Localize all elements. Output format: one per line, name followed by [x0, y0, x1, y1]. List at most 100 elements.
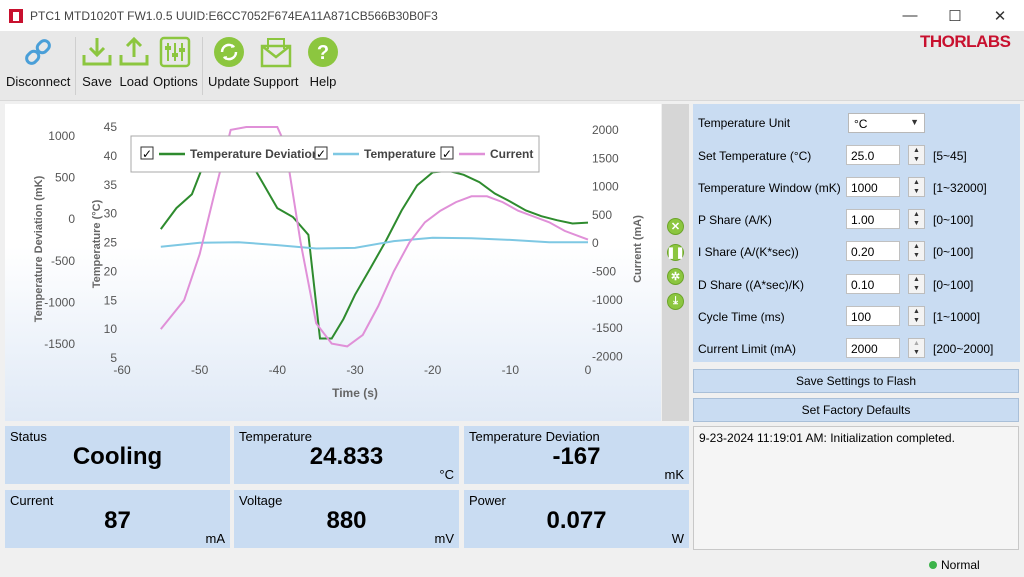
- current-tick-label: 500: [592, 208, 612, 222]
- factory-defaults-button[interactable]: Set Factory Defaults: [693, 398, 1019, 422]
- current-unit: mA: [205, 531, 226, 546]
- legend-label: Temperature Deviation: [190, 147, 319, 161]
- spin-down-icon[interactable]: ▼: [913, 252, 920, 259]
- temperature-unit-select[interactable]: °C ▼: [848, 113, 925, 133]
- spin-buttons[interactable]: ▲ ▼: [908, 145, 925, 165]
- temperature-unit-row: Temperature Unit: [698, 116, 1018, 138]
- clear-icon[interactable]: ✕: [667, 218, 684, 235]
- setting-row: Cycle Time (ms) 100 ▲ ▼ [1~1000]: [698, 306, 1018, 328]
- current-tick-label: 1000: [592, 180, 619, 194]
- x-tick-label: -50: [191, 363, 209, 377]
- gear-icon[interactable]: ✲: [667, 268, 684, 285]
- refresh-icon: [213, 37, 244, 67]
- toolbar-separator: [202, 37, 203, 95]
- spin-buttons[interactable]: ▲ ▼: [908, 338, 925, 358]
- checkmark-icon: ✓: [316, 147, 326, 161]
- spin-up-icon[interactable]: ▲: [913, 276, 920, 283]
- setting-row: Set Temperature (°C) 25.0 ▲ ▼ [5~45]: [698, 145, 1018, 167]
- setting-label: Temperature Window (mK): [698, 181, 841, 195]
- setting-label: I Share (A/(K*sec)): [698, 245, 799, 259]
- status-bar: [0, 554, 1024, 577]
- export-icon[interactable]: ⤓: [667, 293, 684, 310]
- current-series-line: [160, 126, 589, 348]
- spin-up-icon[interactable]: ▲: [913, 179, 920, 186]
- update-button[interactable]: Update: [208, 35, 250, 89]
- sliders-icon: [160, 36, 191, 68]
- spin-up-icon[interactable]: ▲: [913, 340, 920, 347]
- spin-down-icon[interactable]: ▼: [913, 156, 920, 163]
- setting-input[interactable]: 0.20: [846, 241, 900, 261]
- setting-range: [0~100]: [933, 245, 974, 259]
- legend-label: Current: [490, 147, 533, 161]
- toolbar: Disconnect Save Load Options U: [0, 31, 1024, 101]
- voltage-label: Voltage: [239, 493, 283, 508]
- log-panel[interactable]: 9-23-2024 11:19:01 AM: Initialization co…: [693, 426, 1019, 550]
- setting-input[interactable]: 1000: [846, 177, 900, 197]
- current-tick-label: -1500: [592, 321, 623, 335]
- setting-input[interactable]: 2000: [846, 338, 900, 358]
- setting-input[interactable]: 25.0: [846, 145, 900, 165]
- close-button[interactable]: ✕: [993, 7, 1007, 25]
- window-title: PTC1 MTD1020T FW1.0.5 UUID:E6CC7052F674E…: [30, 9, 438, 23]
- temperature-axis-label: Temperature (°C): [91, 199, 103, 288]
- help-button[interactable]: ? Help: [306, 35, 340, 89]
- legend-checkbox: [314, 146, 328, 160]
- maximize-button[interactable]: ☐: [948, 7, 962, 25]
- download-tray-icon: [82, 38, 112, 66]
- temperature-tile: Temperature 24.833 °C: [234, 426, 459, 484]
- legend-deviation: ✓ Temperature Deviation: [140, 146, 319, 161]
- deviation-tick-label: 1000: [48, 129, 75, 143]
- question-icon: ?: [308, 37, 338, 67]
- load-button[interactable]: Load: [117, 35, 151, 89]
- envelope-icon: [260, 38, 292, 68]
- setting-row: P Share (A/K) 1.00 ▲ ▼ [0~100]: [698, 209, 1018, 231]
- spin-buttons[interactable]: ▲ ▼: [908, 306, 925, 326]
- temperature-unit: °C: [439, 467, 454, 482]
- toolbar-separator: [75, 37, 76, 95]
- disconnect-button[interactable]: Disconnect: [6, 35, 70, 89]
- legend-temperature: ✓ Temperature: [314, 146, 436, 161]
- temperature-label: Temperature: [239, 429, 312, 444]
- setting-row: I Share (A/(K*sec)) 0.20 ▲ ▼ [0~100]: [698, 241, 1018, 263]
- temperature-tick-label: 35: [104, 178, 118, 192]
- spin-up-icon[interactable]: ▲: [913, 211, 920, 218]
- temperature-tick-label: 45: [104, 120, 118, 134]
- deviation-label: Temperature Deviation: [469, 429, 600, 444]
- spin-buttons[interactable]: ▲ ▼: [908, 209, 925, 229]
- spin-down-icon[interactable]: ▼: [913, 285, 920, 292]
- options-button[interactable]: Options: [153, 35, 198, 89]
- setting-input[interactable]: 0.10: [846, 274, 900, 294]
- spin-up-icon[interactable]: ▲: [913, 243, 920, 250]
- deviation-axis-label: Temperature Deviation (mK): [33, 175, 45, 322]
- setting-range: [0~100]: [933, 278, 974, 292]
- pause-icon[interactable]: ❚❚: [666, 244, 685, 261]
- line-chart: -60 -50 -40 -30 -20 -10 0 45 40 35 30 25 20 15 10 5 1000…: [33, 120, 644, 400]
- spin-buttons[interactable]: ▲ ▼: [908, 177, 925, 197]
- spin-down-icon[interactable]: ▼: [913, 349, 920, 356]
- current-axis-label: Current (mA): [632, 215, 644, 283]
- chart-panel: -60 -50 -40 -30 -20 -10 0 45 40 35 30 25 20 15 10 5 1000…: [5, 104, 661, 421]
- temperature-tick-label: 40: [104, 149, 118, 163]
- status-label: Status: [10, 429, 47, 444]
- setting-input[interactable]: 1.00: [846, 209, 900, 229]
- setting-input[interactable]: 100: [846, 306, 900, 326]
- support-button[interactable]: Support: [253, 35, 299, 89]
- spin-up-icon[interactable]: ▲: [913, 147, 920, 154]
- save-settings-button[interactable]: Save Settings to Flash: [693, 369, 1019, 393]
- legend-current: ✓ Current: [440, 146, 533, 161]
- temperature-tick-label: 20: [104, 264, 118, 278]
- spin-buttons[interactable]: ▲ ▼: [908, 241, 925, 261]
- minimize-button[interactable]: —: [902, 7, 918, 24]
- spin-buttons[interactable]: ▲ ▼: [908, 274, 925, 294]
- status-value: Cooling: [72, 443, 163, 470]
- spin-down-icon[interactable]: ▼: [913, 188, 920, 195]
- save-button[interactable]: Save: [80, 35, 114, 89]
- spin-down-icon[interactable]: ▼: [913, 220, 920, 227]
- help-label: Help: [309, 74, 337, 89]
- spin-down-icon[interactable]: ▼: [913, 317, 920, 324]
- status-indicator-icon: [929, 561, 937, 569]
- current-tick-label: -1000: [592, 293, 623, 307]
- current-tick-label: -2000: [592, 349, 623, 363]
- temperature-tick-label: 15: [104, 293, 118, 307]
- spin-up-icon[interactable]: ▲: [913, 308, 920, 315]
